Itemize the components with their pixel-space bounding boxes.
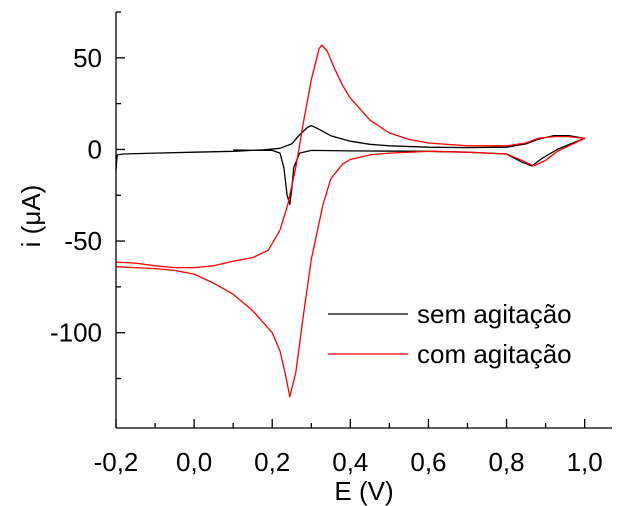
y-axis-title: i (μA)	[16, 185, 46, 248]
y-tick-label: -50	[64, 226, 102, 256]
series-line-2	[115, 44, 586, 398]
legend-label-1: sem agitação	[417, 299, 572, 329]
y-tick-label: -100	[50, 318, 102, 348]
x-tick-label: 0,4	[332, 447, 368, 477]
legend-label-2: com agitação	[417, 339, 572, 369]
y-tick-label: 0	[88, 134, 102, 164]
axes-layer	[115, 12, 612, 429]
x-tick-label: -0,2	[94, 447, 139, 477]
x-tick-label: 0,0	[176, 447, 212, 477]
x-tick-label: 0,8	[488, 447, 524, 477]
series-layer	[115, 44, 586, 398]
x-tick-label: 0,2	[254, 447, 290, 477]
y-tick-label: 50	[73, 43, 102, 73]
legend: sem agitação com agitação	[328, 299, 572, 369]
ticks-layer: -0,2 0,0 0,2 0,4 0,6 0,8 1,0 50 0 -50 -100	[50, 11, 603, 477]
x-axis-title: E (V)	[334, 476, 393, 506]
x-tick-label: 0,6	[410, 447, 446, 477]
x-tick-label: 1,0	[567, 447, 603, 477]
